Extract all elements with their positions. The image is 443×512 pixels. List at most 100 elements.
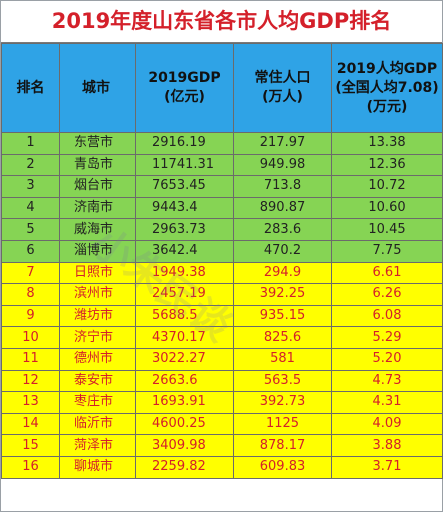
cell-gdp: 9443.4 <box>135 196 234 220</box>
cell-per-capita: 10.60 <box>331 196 443 220</box>
header-gdp-line1: 2019GDP <box>148 70 221 86</box>
page-title: 2019年度山东省各市人均GDP排名 <box>1 1 442 43</box>
cell-gdp: 4600.25 <box>135 412 234 436</box>
cell-population: 392.25 <box>233 283 332 306</box>
cell-city: 青岛市 <box>59 153 136 177</box>
cell-rank: 16 <box>1 455 60 479</box>
table-row: 7 日照市 1949.38 294.9 6.61 <box>1 261 443 285</box>
cell-population: 949.98 <box>233 153 332 177</box>
cell-city: 济南市 <box>59 196 136 220</box>
cell-gdp: 2963.73 <box>135 218 234 241</box>
cell-rank: 2 <box>1 153 60 177</box>
cell-rank: 12 <box>1 369 60 393</box>
header-pop-line2: (万人) <box>262 89 303 105</box>
cell-per-capita: 5.20 <box>331 347 443 371</box>
cell-gdp: 11741.31 <box>135 153 234 177</box>
table-header-row: 排名 城市 2019GDP (亿元) 常住人口 (万人) 2019人均GDP (… <box>1 43 443 133</box>
cell-city: 枣庄市 <box>59 391 136 414</box>
cell-per-capita: 4.31 <box>331 391 443 414</box>
cell-gdp: 5688.5 <box>135 304 234 328</box>
cell-rank: 13 <box>1 391 60 414</box>
table-row: 13 枣庄市 1693.91 392.73 4.31 <box>1 391 443 414</box>
header-city: 城市 <box>59 43 136 133</box>
cell-population: 878.17 <box>233 434 332 457</box>
cell-rank: 15 <box>1 434 60 457</box>
table-row: 4 济南市 9443.4 890.87 10.60 <box>1 196 443 220</box>
header-pc-line1: 2019人均GDP <box>336 60 438 77</box>
cell-per-capita: 13.38 <box>331 132 443 155</box>
cell-rank: 4 <box>1 196 60 220</box>
cell-city: 聊城市 <box>59 455 136 479</box>
cell-population: 1125 <box>233 412 332 436</box>
cell-population: 217.97 <box>233 132 332 155</box>
cell-population: 392.73 <box>233 391 332 414</box>
cell-per-capita: 3.71 <box>331 455 443 479</box>
table-row: 9 潍坊市 5688.5 935.15 6.08 <box>1 304 443 328</box>
cell-population: 283.6 <box>233 218 332 241</box>
table-row: 15 菏泽市 3409.98 878.17 3.88 <box>1 434 443 457</box>
cell-population: 581 <box>233 347 332 371</box>
cell-gdp: 7653.45 <box>135 175 234 198</box>
table-body: 1 东营市 2916.19 217.97 13.38 2 青岛市 11741.31 949.9… <box>1 132 443 479</box>
header-per-capita: 2019人均GDP (全国人均7.08) (万元) <box>331 43 443 133</box>
cell-per-capita: 12.36 <box>331 153 443 177</box>
cell-population: 470.2 <box>233 239 332 263</box>
cell-gdp: 1949.38 <box>135 261 234 285</box>
cell-rank: 6 <box>1 239 60 263</box>
cell-population: 609.83 <box>233 455 332 479</box>
cell-city: 东营市 <box>59 132 136 155</box>
cell-city: 烟台市 <box>59 175 136 198</box>
table-row: 2 青岛市 11741.31 949.98 12.36 <box>1 153 443 177</box>
header-pc-line2: (全国人均7.08) <box>335 79 439 96</box>
cell-gdp: 4370.17 <box>135 326 234 349</box>
header-gdp: 2019GDP (亿元) <box>135 43 234 133</box>
cell-city: 滨州市 <box>59 283 136 306</box>
header-pc-line3: (万元) <box>366 98 408 115</box>
cell-city: 威海市 <box>59 218 136 241</box>
cell-gdp: 2259.82 <box>135 455 234 479</box>
cell-gdp: 2457.19 <box>135 283 234 306</box>
cell-gdp: 2916.19 <box>135 132 234 155</box>
cell-rank: 7 <box>1 261 60 285</box>
cell-city: 潍坊市 <box>59 304 136 328</box>
cell-population: 294.9 <box>233 261 332 285</box>
cell-rank: 1 <box>1 132 60 155</box>
table-row: 6 淄博市 3642.4 470.2 7.75 <box>1 239 443 263</box>
cell-rank: 5 <box>1 218 60 241</box>
cell-per-capita: 4.73 <box>331 369 443 393</box>
table-row: 12 泰安市 2663.6 563.5 4.73 <box>1 369 443 393</box>
cell-rank: 11 <box>1 347 60 371</box>
table-row: 14 临沂市 4600.25 1125 4.09 <box>1 412 443 436</box>
cell-population: 825.6 <box>233 326 332 349</box>
cell-population: 890.87 <box>233 196 332 220</box>
cell-per-capita: 10.72 <box>331 175 443 198</box>
cell-city: 泰安市 <box>59 369 136 393</box>
cell-population: 713.8 <box>233 175 332 198</box>
header-population: 常住人口 (万人) <box>233 43 332 133</box>
cell-per-capita: 5.29 <box>331 326 443 349</box>
table-row: 1 东营市 2916.19 217.97 13.38 <box>1 132 443 155</box>
header-gdp-line2: (亿元) <box>164 89 205 105</box>
cell-population: 563.5 <box>233 369 332 393</box>
cell-per-capita: 6.61 <box>331 261 443 285</box>
cell-population: 935.15 <box>233 304 332 328</box>
cell-city: 淄博市 <box>59 239 136 263</box>
cell-rank: 3 <box>1 175 60 198</box>
cell-rank: 14 <box>1 412 60 436</box>
cell-gdp: 3642.4 <box>135 239 234 263</box>
table-row: 3 烟台市 7653.45 713.8 10.72 <box>1 175 443 198</box>
table-row: 16 聊城市 2259.82 609.83 3.71 <box>1 455 443 479</box>
cell-gdp: 3409.98 <box>135 434 234 457</box>
cell-rank: 8 <box>1 283 60 306</box>
cell-per-capita: 10.45 <box>331 218 443 241</box>
cell-rank: 9 <box>1 304 60 328</box>
header-rank: 排名 <box>1 43 60 133</box>
cell-city: 菏泽市 <box>59 434 136 457</box>
header-pop-line1: 常住人口 <box>254 70 311 86</box>
cell-rank: 10 <box>1 326 60 349</box>
cell-per-capita: 6.08 <box>331 304 443 328</box>
cell-gdp: 1693.91 <box>135 391 234 414</box>
cell-per-capita: 3.88 <box>331 434 443 457</box>
cell-gdp: 2663.6 <box>135 369 234 393</box>
